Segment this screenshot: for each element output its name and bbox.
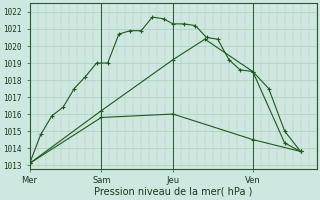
- X-axis label: Pression niveau de la mer( hPa ): Pression niveau de la mer( hPa ): [94, 187, 252, 197]
